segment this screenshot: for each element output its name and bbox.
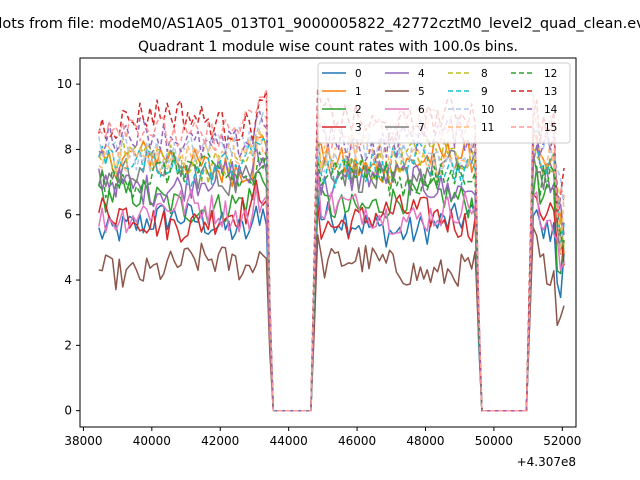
- series-line-15: [98, 89, 565, 412]
- figure-suptitle: Plots from file: modeM0/AS1A05_013T01_90…: [0, 16, 640, 32]
- x-tick-label: 38000: [64, 434, 102, 448]
- series-line-12: [98, 150, 565, 412]
- legend-label-12: 12: [544, 68, 557, 80]
- y-tick-label: 0: [64, 404, 72, 418]
- legend-label-14: 14: [544, 104, 558, 116]
- legend-label-6: 6: [418, 104, 425, 116]
- legend-label-5: 5: [418, 86, 425, 98]
- series-line-14: [98, 110, 565, 412]
- y-tick-label: 2: [64, 338, 72, 352]
- y-tick-label: 8: [64, 142, 72, 156]
- series-layer: [98, 87, 565, 412]
- series-line-8: [98, 128, 565, 412]
- x-tick-label: 52000: [543, 434, 581, 448]
- legend-label-7: 7: [418, 122, 425, 134]
- legend-label-13: 13: [544, 86, 557, 98]
- legend-box: [317, 62, 571, 144]
- y-tick-label: 6: [64, 208, 72, 222]
- legend-label-0: 0: [355, 68, 362, 80]
- ticks-layer: 38000 40000 42000 44000 46000 48000 50000 52000…: [57, 77, 582, 448]
- chart-title: Quadrant 1 module wise count rates with …: [138, 39, 518, 55]
- legend-label-15: 15: [544, 122, 557, 134]
- series-line-5: [98, 226, 565, 412]
- legend-label-11: 11: [481, 122, 494, 134]
- series-line-4: [98, 144, 565, 412]
- x-tick-label: 40000: [133, 434, 171, 448]
- axes-frame: [79, 57, 577, 428]
- x-tick-label: 48000: [406, 434, 444, 448]
- legend-label-1: 1: [355, 86, 362, 98]
- x-tick-label: 50000: [475, 434, 513, 448]
- legend-label-4: 4: [418, 68, 425, 80]
- series-line-6: [98, 170, 565, 412]
- series-line-11: [98, 117, 565, 412]
- x-offset-label: +4.307e8: [517, 455, 576, 469]
- series-line-2: [98, 165, 565, 412]
- x-tick-label: 42000: [201, 434, 239, 448]
- legend-label-3: 3: [355, 122, 362, 134]
- x-tick-label: 46000: [338, 434, 376, 448]
- plot-area: 38000 40000 42000 44000 46000 48000 50000 52000…: [57, 57, 582, 469]
- legend-label-9: 9: [481, 86, 488, 98]
- legend-label-8: 8: [481, 68, 488, 80]
- legend-label-2: 2: [355, 104, 362, 116]
- x-tick-label: 44000: [270, 434, 308, 448]
- y-tick-label: 4: [64, 273, 72, 287]
- series-line-10: [98, 102, 565, 412]
- legend-label-10: 10: [481, 104, 494, 116]
- y-tick-label: 10: [57, 77, 72, 91]
